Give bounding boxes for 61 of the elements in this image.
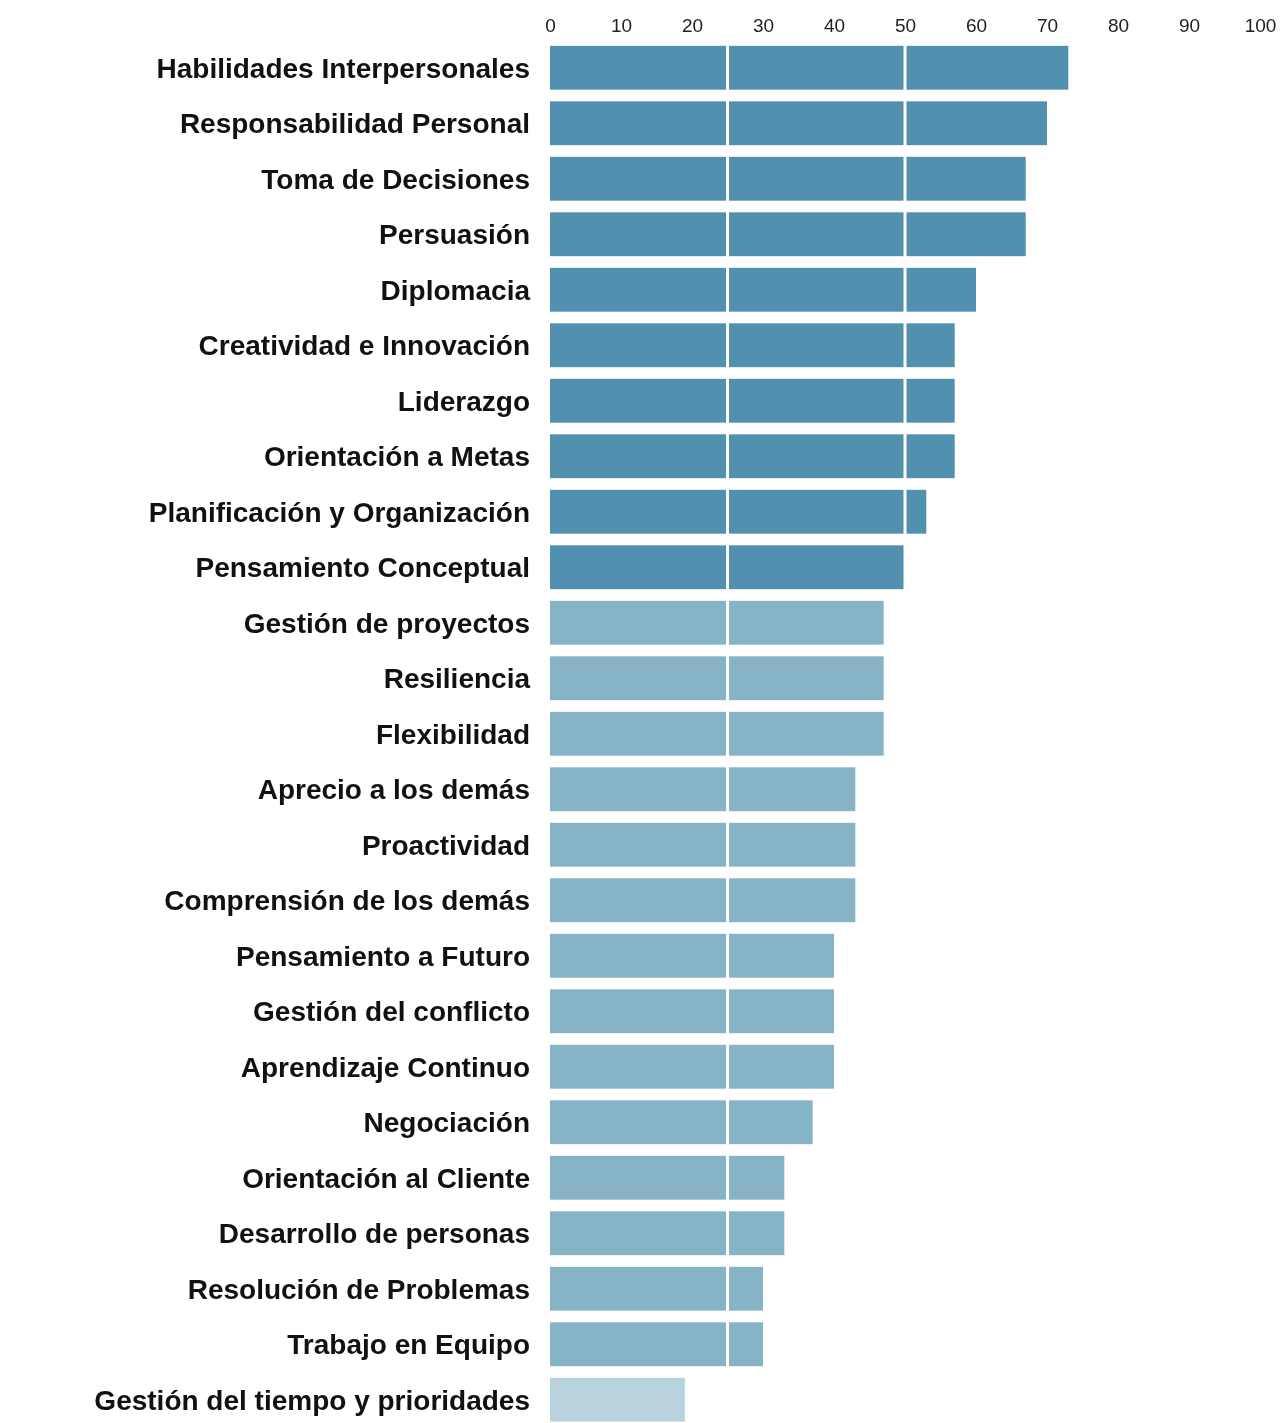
bar <box>550 1100 813 1145</box>
y-tick-label: Aprecio a los demás <box>257 774 530 806</box>
bar <box>550 1377 685 1422</box>
bar <box>550 989 834 1034</box>
y-tick-label: Persuasión <box>379 219 530 251</box>
x-tick-label: 100 <box>1244 15 1277 36</box>
bar <box>550 323 955 368</box>
y-tick-label: Flexibilidad <box>375 718 530 750</box>
x-tick-label: 70 <box>1036 15 1059 36</box>
y-tick-label: Toma de Decisiones <box>261 163 530 195</box>
y-tick-label: Orientación a Metas <box>263 441 530 473</box>
x-tick-label: 30 <box>752 15 775 36</box>
x-tick-label: 80 <box>1107 15 1130 36</box>
y-tick-label: Liderazgo <box>397 385 530 417</box>
y-tick-label: Planificación y Organización <box>148 496 530 528</box>
x-tick-label: 90 <box>1178 15 1201 36</box>
y-tick-label: Gestión de proyectos <box>243 607 530 639</box>
x-tick-label: 10 <box>610 15 633 36</box>
y-tick-label: Habilidades Interpersonales <box>156 52 530 84</box>
y-tick-label: Trabajo en Equipo <box>287 1329 530 1361</box>
bar <box>550 267 976 312</box>
bar <box>550 1044 834 1089</box>
y-tick-label: Orientación al Cliente <box>242 1162 530 1194</box>
bar <box>550 1155 785 1200</box>
bar <box>550 1211 785 1256</box>
y-tick-label: Gestión del tiempo y prioridades <box>94 1384 530 1416</box>
bar <box>550 767 856 812</box>
y-tick-label: Desarrollo de personas <box>218 1218 530 1250</box>
y-tick-label: Aprendizaje Continuo <box>240 1051 530 1083</box>
bar <box>550 1322 763 1367</box>
x-tick-label: 0 <box>545 15 556 36</box>
y-tick-label: Diplomacia <box>380 274 531 306</box>
bar <box>550 822 856 867</box>
y-tick-label: Gestión del conflicto <box>253 996 530 1028</box>
bar <box>550 711 884 756</box>
bar <box>550 1266 763 1311</box>
y-tick-label: Proactividad <box>361 829 530 861</box>
y-tick-label: Negociación <box>363 1107 530 1139</box>
bar <box>550 434 955 479</box>
bar <box>550 545 905 590</box>
bar <box>550 656 884 701</box>
bar <box>550 101 1047 146</box>
y-tick-label: Creatividad e Innovación <box>198 330 530 362</box>
bar <box>550 378 955 423</box>
y-tick-label: Responsabilidad Personal <box>179 108 530 140</box>
x-tick-label: 50 <box>894 15 917 36</box>
y-tick-label: Pensamiento Conceptual <box>195 552 530 584</box>
x-tick-label: 20 <box>681 15 704 36</box>
y-tick-label: Resolución de Problemas <box>187 1273 530 1305</box>
bar <box>550 600 884 645</box>
bar <box>550 212 1026 257</box>
bar <box>550 489 927 534</box>
bar <box>550 933 834 978</box>
bar <box>550 45 1069 90</box>
y-tick-label: Comprensión de los demás <box>164 885 530 917</box>
x-tick-label: 60 <box>965 15 988 36</box>
bar <box>550 156 1026 201</box>
bar <box>550 878 856 923</box>
x-tick-label: 40 <box>823 15 846 36</box>
y-tick-label: Pensamiento a Futuro <box>235 940 530 972</box>
y-tick-label: Resiliencia <box>383 663 531 695</box>
